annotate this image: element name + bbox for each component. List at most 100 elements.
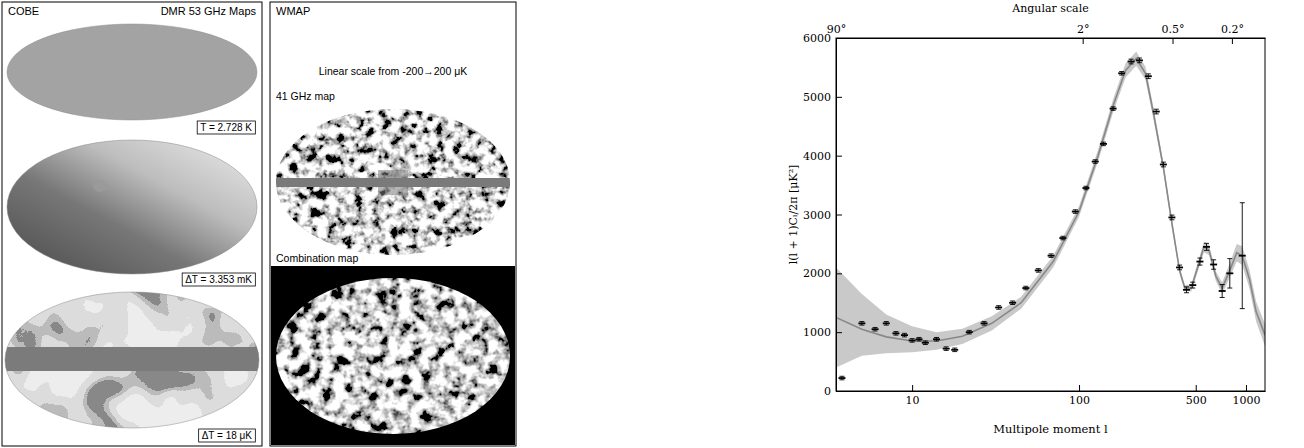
data-point [1203,246,1210,248]
error-bar [893,332,898,336]
tick-mark [1083,38,1084,44]
tick: 0.2° [1221,23,1244,44]
tick: 6000 [803,32,842,45]
map-label: T = 2.728 K [200,122,252,133]
data-point [1035,269,1042,271]
label-box [182,273,255,286]
tick-mark [1232,38,1233,44]
error-bar [1227,259,1232,288]
tick: 2° [1077,23,1090,44]
error-bar [1023,286,1028,290]
axis-line [837,391,1266,392]
tick-label: 3000 [803,209,831,222]
data-point [966,331,973,333]
tick-label: 0.2° [1221,23,1244,36]
data-point [838,377,845,379]
error-bar [1211,260,1216,269]
data-point [909,340,916,342]
error-bar [917,337,922,341]
error-bar [910,339,915,343]
y-axis: 0100020003000400050006000 [803,32,842,398]
map-label: 41 GHz map [276,90,335,102]
data-point [995,307,1002,309]
data-point [1128,61,1135,63]
error-bar [1083,186,1088,190]
tick: 2000 [803,267,842,280]
tick-label: 10 [906,394,920,407]
error-bar [1129,59,1134,64]
tick-mark [836,156,842,157]
error-bar [1119,72,1124,76]
error-bar [1010,301,1015,305]
spectrum-chart: 10100500100090°2°0.5°0.2°010002000300040… [787,2,1266,436]
wmap-panel: WMAPLinear scale from -200→200 μK41 GHz … [270,2,516,446]
data-points [838,58,1245,380]
error-bar [1240,203,1245,309]
data-point [933,338,940,340]
data-point [1118,72,1125,74]
tick-label: 2000 [803,267,831,280]
panel-frame [270,2,516,446]
sky-map [7,24,257,120]
plot-frame [836,38,1265,391]
error-bar [1093,160,1098,164]
map-background [271,266,515,445]
data-point [901,334,908,336]
tick-mark [1079,385,1080,391]
data-point [858,322,865,324]
error-bar [1177,265,1182,270]
tick-mark [1196,385,1197,391]
error-bar [996,306,1001,310]
sky-map [5,292,259,428]
tick-label: 100 [1069,394,1090,407]
tick-mark [836,38,842,39]
x2-axis-title: Angular scale [1011,2,1088,15]
error-bar [1073,210,1078,214]
tick-label: 0 [824,385,831,398]
error-bar [1161,162,1166,167]
galactic-band [378,170,408,195]
data-point [1226,272,1233,274]
error-bar [902,333,907,337]
error-bar [944,347,949,351]
data-point [1189,284,1196,286]
data-point [883,322,890,324]
data-point [1219,290,1226,292]
data-point [1176,267,1183,269]
data-point [951,349,958,351]
data-point [1072,211,1079,213]
error-bar [934,337,939,341]
data-point [1092,161,1099,163]
error-bar [1146,74,1151,79]
tick-mark [912,385,913,391]
error-bar [1197,258,1202,265]
x-axis: 101005001000 [837,385,1266,407]
data-point [1153,111,1160,113]
error-bar [1036,269,1041,273]
y-axis-title: l(l + 1)Cₗ/2π [μK²] [787,165,800,265]
tick-label: 6000 [803,32,831,45]
data-point [922,342,929,344]
data-point [1048,255,1055,257]
tick: 1000 [1232,385,1260,407]
tick-mark [1246,385,1247,391]
data-point [892,332,899,334]
data-point [1239,255,1246,257]
tick: 3000 [803,209,842,222]
error-bar [952,348,957,352]
tick: 1000 [803,326,842,339]
error-bar [923,341,928,345]
tick-mark [836,332,842,333]
tick: 5000 [803,91,842,104]
error-bar [1204,243,1209,250]
tick: 0 [824,385,842,398]
label-box [199,429,256,442]
data-point [1059,237,1066,239]
error-bar [1060,236,1065,240]
data-point [943,348,950,350]
x2-axis: 90°2°0.5°0.2° [827,23,1266,44]
data-point [1210,264,1217,266]
data-point [1022,287,1029,289]
tick-label: 1000 [803,326,831,339]
model-curve [836,59,1265,341]
